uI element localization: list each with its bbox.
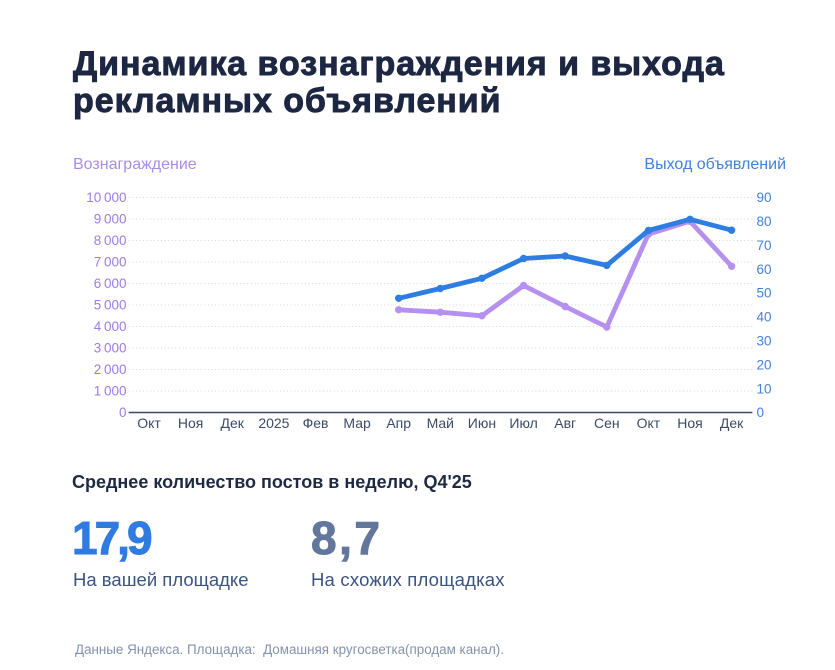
svg-text:6 000: 6 000	[94, 276, 127, 291]
svg-text:4 000: 4 000	[94, 319, 127, 334]
svg-text:5 000: 5 000	[94, 298, 127, 313]
svg-text:Ноя: Ноя	[178, 415, 203, 431]
svg-text:40: 40	[757, 310, 772, 325]
svg-text:3 000: 3 000	[94, 341, 127, 356]
svg-text:7 000: 7 000	[94, 255, 127, 270]
svg-text:9 000: 9 000	[94, 212, 127, 227]
svg-text:Июн: Июн	[468, 415, 496, 431]
svg-text:2025: 2025	[258, 415, 289, 431]
svg-text:2 000: 2 000	[94, 362, 127, 377]
svg-text:20: 20	[757, 357, 772, 372]
svg-text:Окт: Окт	[137, 415, 161, 431]
svg-text:Мар: Мар	[343, 415, 371, 431]
svg-text:0: 0	[757, 405, 765, 420]
svg-text:80: 80	[757, 214, 772, 229]
svg-text:Июл: Июл	[509, 415, 537, 431]
svg-text:10: 10	[757, 381, 772, 396]
svg-text:0: 0	[119, 405, 127, 420]
svg-text:60: 60	[757, 262, 772, 277]
svg-text:8 000: 8 000	[94, 233, 127, 248]
svg-text:Май: Май	[427, 415, 454, 431]
svg-text:Ноя: Ноя	[677, 415, 702, 431]
svg-text:Фев: Фев	[303, 415, 329, 431]
svg-text:10 000: 10 000	[86, 190, 126, 205]
svg-text:90: 90	[757, 190, 772, 205]
svg-text:70: 70	[757, 238, 772, 253]
svg-text:Окт: Окт	[637, 415, 661, 431]
svg-text:1 000: 1 000	[94, 384, 127, 399]
svg-text:Дек: Дек	[720, 415, 744, 431]
svg-text:30: 30	[757, 334, 772, 349]
svg-text:Авг: Авг	[554, 415, 576, 431]
svg-text:Апр: Апр	[386, 415, 411, 431]
svg-text:Дек: Дек	[220, 415, 244, 431]
svg-text:Сен: Сен	[594, 415, 620, 431]
svg-text:50: 50	[757, 286, 772, 301]
